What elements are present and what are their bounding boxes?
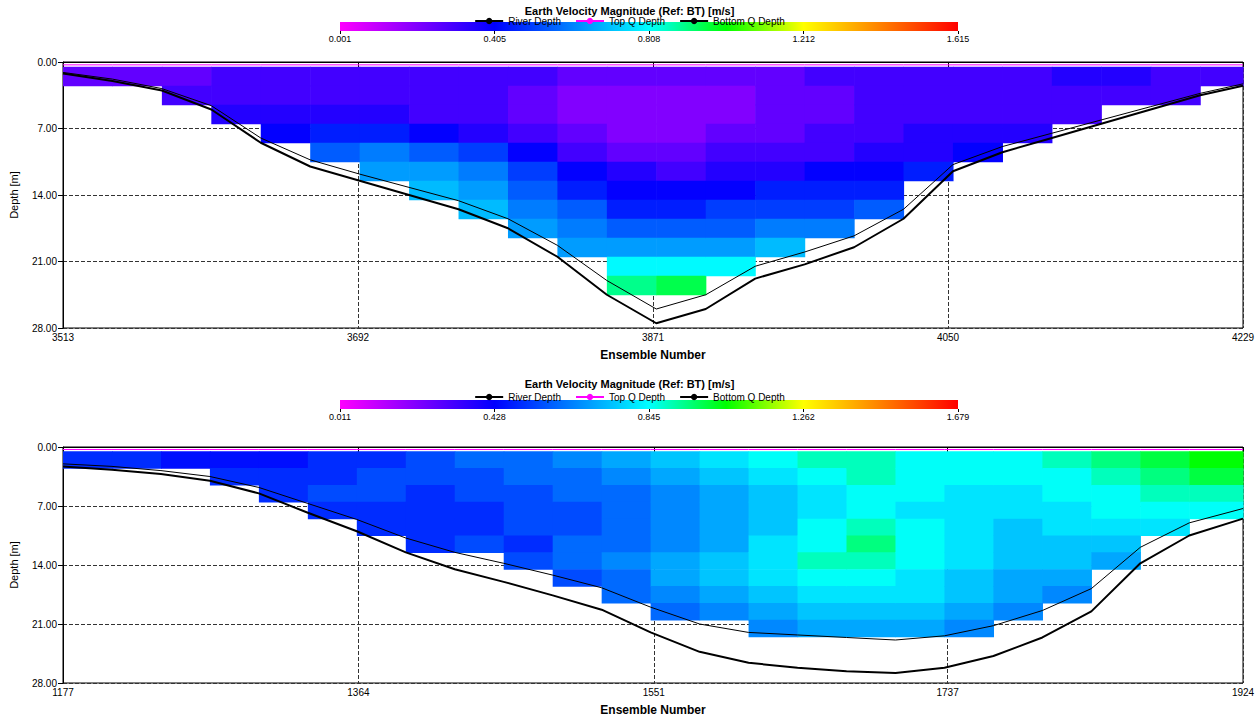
svg-text:1924: 1924 [1232,687,1255,698]
svg-text:3692: 3692 [347,332,370,343]
svg-text:River Depth: River Depth [508,392,561,403]
svg-text:0.00: 0.00 [38,442,58,453]
svg-text:4050: 4050 [937,332,960,343]
svg-text:0.428: 0.428 [483,412,506,422]
svg-text:1.212: 1.212 [792,34,815,44]
svg-text:28.00: 28.00 [32,677,57,689]
svg-text:1.679: 1.679 [947,412,970,422]
svg-text:1.615: 1.615 [947,34,970,44]
svg-text:0.011: 0.011 [329,412,351,422]
svg-text:7.00: 7.00 [38,501,58,512]
svg-text:21.00: 21.00 [32,619,57,630]
svg-text:7.00: 7.00 [38,123,58,134]
svg-text:Depth [m]: Depth [m] [8,171,20,219]
svg-text:3513: 3513 [52,332,75,343]
svg-text:0.405: 0.405 [483,34,506,44]
svg-text:Top Q Depth: Top Q Depth [609,392,665,403]
svg-text:1364: 1364 [347,687,370,698]
svg-text:14.00: 14.00 [32,190,57,201]
svg-text:0.00: 0.00 [38,57,58,68]
svg-text:28.00: 28.00 [32,322,57,334]
svg-text:Earth Velocity Magnitude (Ref:: Earth Velocity Magnitude (Ref: BT) [m/s] [525,5,735,17]
svg-text:14.00: 14.00 [32,560,57,571]
svg-text:1177: 1177 [52,687,74,698]
svg-text:3871: 3871 [642,332,665,343]
svg-text:0.845: 0.845 [638,412,661,422]
svg-text:1551: 1551 [643,687,666,698]
svg-text:0.001: 0.001 [329,34,352,44]
svg-text:Ensemble Number: Ensemble Number [600,703,706,717]
svg-text:1.262: 1.262 [792,412,815,422]
svg-text:Ensemble Number: Ensemble Number [600,348,706,362]
svg-text:Bottom Q Depth: Bottom Q Depth [713,392,785,403]
svg-text:21.00: 21.00 [32,256,57,267]
svg-text:0.808: 0.808 [638,34,661,44]
svg-text:Top Q Depth: Top Q Depth [609,16,665,27]
svg-text:Bottom Q Depth: Bottom Q Depth [713,16,785,27]
svg-text:Depth [m]: Depth [m] [8,541,20,589]
svg-text:4229: 4229 [1232,332,1255,343]
svg-text:River Depth: River Depth [508,16,561,27]
svg-text:1737: 1737 [936,687,959,698]
svg-text:Earth Velocity Magnitude (Ref:: Earth Velocity Magnitude (Ref: BT) [m/s] [525,378,735,390]
